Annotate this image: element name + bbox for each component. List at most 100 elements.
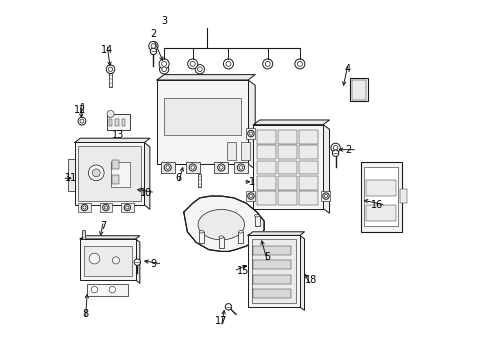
Bar (247, 235, 299, 307)
Text: 5: 5 (264, 252, 270, 262)
Circle shape (190, 166, 194, 169)
Circle shape (322, 193, 328, 199)
Circle shape (150, 48, 156, 55)
Bar (107, 114, 130, 130)
Circle shape (249, 132, 252, 135)
Circle shape (330, 143, 340, 153)
Text: 12: 12 (74, 105, 86, 115)
Bar (365, 205, 395, 221)
Circle shape (112, 257, 119, 264)
Bar (100, 203, 112, 212)
Text: 9: 9 (150, 259, 156, 269)
Circle shape (159, 59, 169, 69)
Bar (218, 237, 224, 248)
Polygon shape (135, 239, 140, 283)
Bar (257, 130, 276, 144)
Polygon shape (75, 138, 149, 143)
Polygon shape (183, 196, 264, 251)
Bar (298, 192, 317, 205)
Polygon shape (247, 80, 255, 169)
Bar (83, 246, 132, 276)
Circle shape (237, 164, 244, 171)
Text: 2: 2 (344, 145, 350, 155)
Bar (112, 160, 119, 169)
Circle shape (88, 165, 104, 181)
Circle shape (124, 204, 130, 211)
Bar (277, 130, 296, 144)
Bar (80, 239, 135, 280)
Text: 13: 13 (111, 130, 123, 140)
Bar (253, 275, 290, 284)
Bar (121, 203, 134, 212)
Circle shape (164, 164, 171, 171)
Bar (115, 119, 119, 126)
Bar (298, 130, 317, 144)
Ellipse shape (238, 230, 243, 233)
Circle shape (108, 67, 112, 71)
Polygon shape (323, 125, 329, 213)
Circle shape (239, 166, 242, 169)
Bar (277, 192, 296, 205)
Polygon shape (157, 75, 255, 80)
Circle shape (225, 62, 230, 66)
Bar (253, 289, 290, 298)
Ellipse shape (199, 230, 203, 233)
Text: 16: 16 (370, 200, 382, 210)
Text: 8: 8 (82, 309, 88, 319)
Bar (351, 80, 365, 100)
Polygon shape (247, 232, 304, 235)
Bar (214, 162, 228, 173)
Circle shape (294, 59, 304, 69)
Text: 15: 15 (236, 266, 248, 276)
Circle shape (104, 206, 107, 209)
Text: 17: 17 (215, 316, 227, 326)
Bar (67, 158, 77, 191)
Ellipse shape (198, 210, 244, 240)
Bar (253, 246, 290, 255)
Bar (277, 161, 296, 174)
Circle shape (247, 130, 254, 137)
Bar (238, 232, 243, 243)
Circle shape (109, 287, 115, 293)
Bar (349, 78, 367, 102)
Circle shape (190, 62, 195, 66)
Bar (321, 191, 329, 202)
Bar (109, 71, 112, 87)
Bar (81, 103, 83, 112)
Polygon shape (144, 143, 149, 209)
Circle shape (217, 164, 224, 171)
Bar (253, 260, 290, 269)
Circle shape (107, 111, 114, 117)
Bar (298, 145, 317, 159)
Circle shape (134, 259, 140, 265)
Circle shape (249, 194, 252, 198)
Polygon shape (253, 120, 329, 125)
Circle shape (219, 166, 223, 169)
Bar (365, 180, 395, 196)
Circle shape (223, 59, 233, 69)
Circle shape (82, 206, 86, 209)
Bar (251, 239, 296, 303)
Circle shape (102, 204, 109, 211)
Circle shape (159, 64, 168, 74)
Text: 10: 10 (140, 188, 152, 198)
Bar (241, 143, 249, 160)
Bar (185, 162, 200, 173)
Bar (298, 161, 317, 174)
Bar (257, 192, 276, 205)
Bar (75, 143, 144, 205)
Bar (78, 203, 91, 212)
Circle shape (78, 117, 86, 125)
Bar (257, 145, 276, 159)
Bar (122, 119, 125, 126)
Circle shape (162, 62, 166, 66)
Text: 1: 1 (248, 177, 254, 187)
Bar (82, 230, 85, 239)
Bar (254, 216, 259, 226)
Bar (233, 162, 247, 173)
Bar (257, 176, 276, 190)
Circle shape (247, 193, 254, 199)
Circle shape (125, 206, 129, 209)
Bar (164, 98, 241, 135)
Bar (198, 174, 201, 187)
